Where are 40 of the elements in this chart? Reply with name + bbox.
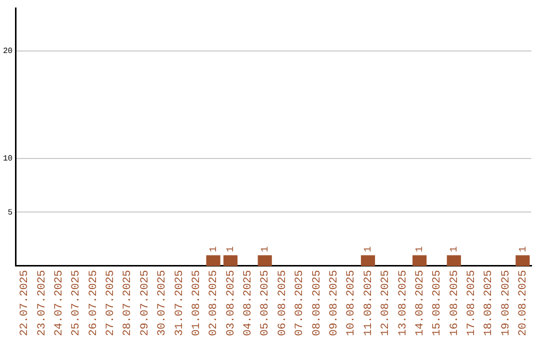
x-tick-label: 20.08.2025 — [518, 270, 530, 336]
x-tick-label: 05.08.2025 — [260, 270, 272, 336]
x-tick-label: 07.08.2025 — [294, 270, 306, 336]
data-label: 1 — [364, 246, 375, 252]
x-tick-label: 26.07.2025 — [88, 270, 100, 336]
x-tick-label: 31.07.2025 — [174, 270, 186, 336]
x-tick-label: 29.07.2025 — [139, 270, 152, 336]
x-tick-label: 27.07.2025 — [105, 270, 118, 336]
y-tick-label: 5 — [8, 208, 13, 218]
x-tick-label: 01.08.2025 — [190, 270, 203, 336]
x-tick-label: 22.07.2025 — [19, 270, 32, 336]
x-tick-label: 23.07.2025 — [36, 270, 48, 336]
y-tick-label: 20 — [2, 47, 13, 56]
x-tick-label: 06.08.2025 — [276, 270, 289, 336]
x-tick-label: 18.08.2025 — [483, 270, 496, 336]
data-label: 1 — [518, 246, 530, 252]
data-label: 1 — [226, 246, 238, 252]
x-tick-label: 17.08.2025 — [466, 270, 478, 336]
data-label: 1 — [450, 246, 461, 252]
x-tick-label: 02.08.2025 — [208, 270, 220, 336]
x-tick-label: 24.07.2025 — [53, 270, 66, 336]
data-label: 1 — [260, 246, 272, 252]
x-tick-label: 12.08.2025 — [380, 270, 392, 336]
x-tick-label: 11.08.2025 — [362, 270, 375, 336]
x-tick-label: 19.08.2025 — [500, 270, 512, 336]
x-tick-label: 25.07.2025 — [70, 270, 83, 336]
data-label: 1 — [415, 246, 426, 252]
x-tick-label: 10.08.2025 — [346, 270, 358, 336]
x-tick-label: 04.08.2025 — [242, 270, 255, 336]
x-tick-label: 03.08.2025 — [225, 270, 238, 336]
y-tick-label: 10 — [2, 154, 13, 164]
x-tick-label: 09.08.2025 — [328, 270, 340, 336]
x-tick-label: 14.08.2025 — [414, 270, 426, 336]
x-tick-label: 28.07.2025 — [122, 270, 134, 336]
x-tick-label: 30.07.2025 — [156, 270, 169, 336]
x-tick-label: 13.08.2025 — [397, 270, 410, 336]
x-tick-label: 15.08.2025 — [432, 270, 444, 336]
x-tick-label: 16.08.2025 — [448, 270, 461, 336]
x-tick-label: 08.08.2025 — [311, 270, 324, 336]
data-label: 1 — [208, 246, 220, 252]
